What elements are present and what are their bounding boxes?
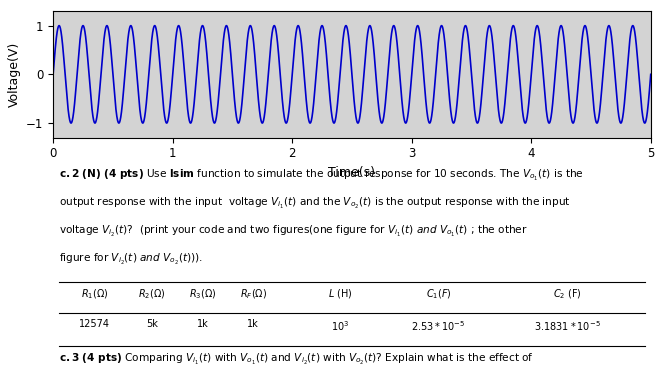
Text: $3.1831 * 10^{-5}$: $3.1831 * 10^{-5}$: [534, 319, 600, 333]
Text: $R_1(\Omega)$: $R_1(\Omega)$: [81, 287, 109, 301]
Text: 1k: 1k: [248, 319, 259, 329]
Text: figure for $V_{i_2}(t)$ $and$ $V_{o_2}(t)$)).: figure for $V_{i_2}(t)$ $and$ $V_{o_2}(t…: [59, 252, 203, 267]
Text: output response with the input  voltage $V_{i_1}(t)$ and the $V_{o_2}(t)$ is the: output response with the input voltage $…: [59, 196, 571, 211]
Text: voltage $V_{i_2}(t)$?  (print your code and two figures(one figure for $V_{i_1}(: voltage $V_{i_2}(t)$? (print your code a…: [59, 224, 528, 239]
Text: $R_2(\Omega)$: $R_2(\Omega)$: [138, 287, 165, 301]
Text: $C_1(F)$: $C_1(F)$: [426, 287, 452, 301]
Text: 5k: 5k: [146, 319, 157, 329]
Text: $10^3$: $10^3$: [331, 319, 349, 333]
X-axis label: Time(s): Time(s): [329, 166, 375, 179]
Text: $L$ (H): $L$ (H): [327, 287, 353, 300]
Y-axis label: Voltage(V): Voltage(V): [7, 42, 21, 107]
Text: $2.53 * 10^{-5}$: $2.53 * 10^{-5}$: [412, 319, 465, 333]
Text: $C_2$ (F): $C_2$ (F): [552, 287, 582, 301]
Text: $\mathbf{c.3\ (4\ pts)}$ Comparing $V_{i_1}(t)$ with $V_{o_1}(t)$ and $V_{i_2}(t: $\mathbf{c.3\ (4\ pts)}$ Comparing $V_{i…: [59, 352, 534, 367]
Text: $\mathbf{c.2\ (N)\ (4\ pts)}$ Use $\mathbf{lsim}$ function to simulate the outpu: $\mathbf{c.2\ (N)\ (4\ pts)}$ Use $\math…: [59, 168, 584, 183]
Text: 1k: 1k: [197, 319, 208, 329]
Text: $R_3(\Omega)$: $R_3(\Omega)$: [189, 287, 216, 301]
Text: 12574: 12574: [80, 319, 110, 329]
Text: $R_F(\Omega)$: $R_F(\Omega)$: [240, 287, 267, 301]
